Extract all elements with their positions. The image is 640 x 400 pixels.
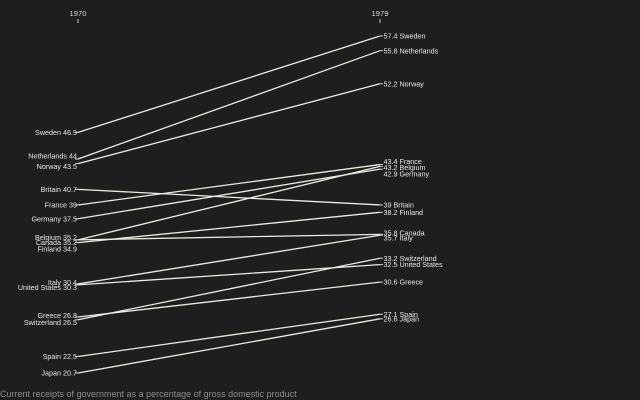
slope-line-spain — [77, 313, 381, 358]
label-1970-norway: Norway 43.5 — [37, 162, 77, 171]
slope-line-italy — [77, 234, 381, 285]
label-1979-united-states: 32.5 United States — [384, 260, 444, 269]
label-1979-canada: 35.8 Canada — [384, 228, 425, 237]
slope-line-finland — [77, 211, 381, 244]
label-1970-germany: Germany 37.5 — [31, 214, 77, 223]
label-1970-finland: Finland 34.9 — [37, 245, 77, 254]
slope-line-britain — [77, 188, 381, 206]
slope-line-japan — [77, 318, 381, 374]
label-1970-canada: Canada 35.2 — [36, 238, 77, 247]
slope-lines — [75, 35, 383, 374]
slope-line-sweden — [77, 35, 381, 134]
label-1970-japan: Japan 20.7 — [41, 369, 77, 378]
label-1979-sweden: 57.4 Sweden — [384, 32, 426, 41]
year-label-1979: 1979 — [372, 9, 389, 18]
axis-layer: 1970 1979 — [70, 9, 389, 23]
label-1970-france: France 39 — [45, 201, 77, 210]
label-1979-italy: 35.7 Italy — [384, 233, 414, 242]
label-1970-italy: Italy 30.4 — [48, 278, 77, 287]
value-labels: Sweden 46.9 57.4 Sweden Netherlands 44 55.8… — [18, 32, 443, 378]
label-1979-finland: 38.2 Finland — [384, 208, 424, 217]
label-1979-britain: 39 Britain — [384, 201, 414, 210]
slope-line-norway — [77, 83, 381, 165]
label-1979-greece: 30.6 Greece — [384, 278, 424, 287]
label-1979-norway: 52.2 Norway — [384, 79, 425, 88]
slope-line-canada — [77, 233, 381, 241]
label-1970-netherlands: Netherlands 44 — [28, 152, 77, 161]
label-1979-spain: 27.1 Spain — [384, 310, 418, 319]
year-label-1970: 1970 — [70, 9, 87, 18]
label-1970-united-states: United States 30.3 — [18, 283, 77, 292]
label-1979-belgium: 43.2 Belgium — [384, 163, 426, 172]
label-1970-spain: Spain 22.5 — [43, 352, 77, 361]
label-1979-switzerland: 33.2 Switzerland — [384, 254, 437, 263]
label-1970-britain: Britain 40.7 — [41, 185, 77, 194]
slope-line-netherlands — [77, 50, 381, 160]
label-1970-sweden: Sweden 46.9 — [35, 128, 77, 137]
label-1970-switzerland: Switzerland 26.5 — [24, 318, 77, 327]
slope-line-france — [77, 163, 381, 206]
label-1979-netherlands: 55.8 Netherlands — [384, 46, 439, 55]
slope-line-switzerland — [77, 257, 381, 321]
label-1979-germany: 42.9 Germany — [384, 170, 430, 179]
label-1979-france: 43.4 France — [384, 157, 422, 166]
label-1979-japan: 26.6 Japan — [384, 314, 420, 323]
chart-caption: Current receipts of government as a perc… — [0, 389, 297, 399]
label-1970-belgium: Belgium 35.2 — [35, 233, 77, 242]
label-1970-greece: Greece 26.8 — [37, 311, 77, 320]
slope-line-greece — [77, 281, 381, 318]
slope-line-germany — [77, 168, 381, 220]
slope-line-belgium — [77, 165, 381, 241]
